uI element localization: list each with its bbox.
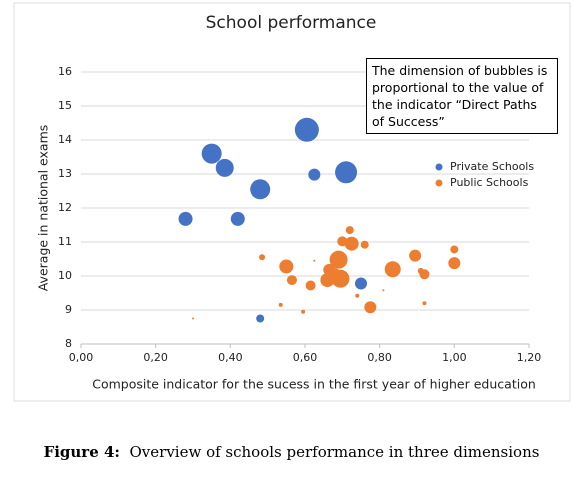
- chart: School performance Composite indicator f…: [13, 2, 571, 402]
- y-tick-label: 10: [58, 269, 72, 282]
- bubble: [419, 269, 430, 280]
- x-tick-label: 0,60: [293, 351, 318, 364]
- legend-marker: [435, 163, 443, 171]
- bubble: [355, 293, 360, 298]
- caption: Figure 4: Overview of schools performanc…: [0, 443, 583, 461]
- y-tick-label: 13: [58, 167, 72, 180]
- chart-frame: [13, 2, 571, 402]
- y-tick-label: 8: [65, 337, 72, 350]
- x-tick-label: 0,40: [218, 351, 243, 364]
- y-tick-label: 15: [58, 99, 72, 112]
- bubble: [344, 236, 359, 251]
- caption-text: Overview of schools performance in three…: [129, 443, 540, 461]
- legend-label: Private Schools: [450, 160, 534, 173]
- bubble: [313, 259, 316, 262]
- legend-label: Public Schools: [450, 176, 529, 189]
- x-tick-label: 0,80: [367, 351, 392, 364]
- bubble: [448, 257, 461, 270]
- x-tick-label: 0,20: [143, 351, 168, 364]
- bubble: [422, 301, 427, 306]
- bubble: [335, 161, 358, 184]
- bubble: [278, 302, 283, 307]
- y-tick-label: 16: [58, 65, 72, 78]
- annotation: The dimension of bubbles is proportional…: [366, 58, 558, 134]
- bubble: [360, 240, 369, 249]
- bubble: [382, 289, 385, 292]
- bubble: [286, 275, 297, 286]
- bubble: [192, 317, 194, 320]
- bubble: [384, 261, 401, 278]
- bubble: [345, 226, 354, 235]
- bubble: [364, 301, 377, 314]
- bubble: [250, 179, 271, 200]
- bubble: [259, 254, 266, 261]
- bubble: [329, 250, 348, 269]
- bubble: [294, 117, 319, 142]
- y-tick-label: 9: [65, 303, 72, 316]
- y-tick-label: 12: [58, 201, 72, 214]
- x-tick-label: 0,00: [69, 351, 94, 364]
- bubble: [301, 309, 306, 314]
- bubble: [355, 277, 367, 290]
- x-axis-label: Composite indicator for the sucess in th…: [92, 377, 536, 392]
- bubble: [450, 245, 459, 254]
- bubble: [331, 269, 350, 288]
- x-tick-label: 1,00: [442, 351, 467, 364]
- legend-marker: [435, 179, 443, 187]
- bubble: [279, 259, 294, 274]
- bubble: [256, 314, 265, 323]
- chart-title: School performance: [206, 13, 377, 33]
- y-axis-label: Average in national exams: [36, 125, 51, 292]
- y-tick-label: 14: [58, 133, 72, 146]
- bubble: [178, 211, 193, 226]
- bubble: [308, 168, 321, 181]
- bubble: [409, 249, 422, 262]
- x-tick-label: 1,20: [517, 351, 542, 364]
- bubble: [305, 280, 316, 291]
- bubble: [230, 211, 245, 226]
- bubble: [201, 143, 222, 164]
- y-tick-label: 11: [58, 235, 72, 248]
- bubble: [215, 158, 234, 177]
- caption-label: Figure 4:: [43, 443, 120, 461]
